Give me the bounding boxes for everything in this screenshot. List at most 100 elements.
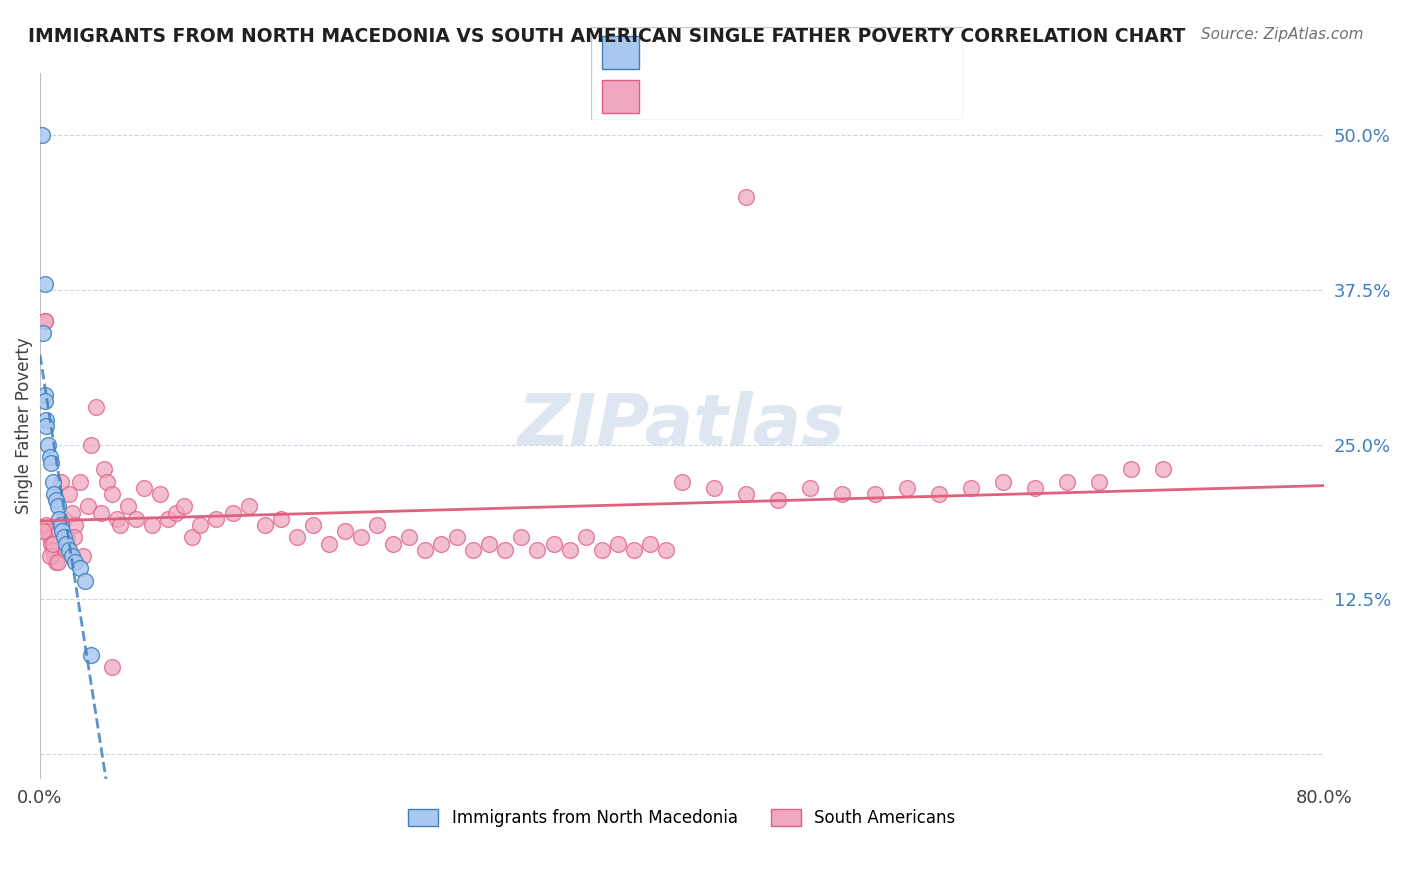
Point	[53, 530, 76, 544]
Point	[117, 500, 139, 514]
Point	[430, 536, 453, 550]
Point	[173, 500, 195, 514]
Point	[34, 277, 56, 291]
Point	[398, 530, 420, 544]
Point	[42, 475, 65, 489]
Point	[34, 388, 56, 402]
Point	[526, 542, 548, 557]
Point	[62, 530, 84, 544]
Point	[46, 555, 69, 569]
Point	[1088, 475, 1111, 489]
Text: R =: R =	[654, 87, 692, 105]
Point	[543, 536, 565, 550]
Point	[93, 462, 115, 476]
Point	[69, 561, 91, 575]
Point	[53, 512, 76, 526]
Point	[32, 524, 55, 539]
Point	[285, 530, 308, 544]
Point	[65, 518, 87, 533]
Point	[959, 481, 981, 495]
Point	[39, 456, 62, 470]
Point	[623, 542, 645, 557]
Point	[149, 487, 172, 501]
Point	[1152, 462, 1174, 476]
Point	[205, 512, 228, 526]
Point	[34, 394, 56, 409]
Point	[735, 487, 758, 501]
Point	[735, 190, 758, 204]
Point	[45, 555, 67, 569]
Point	[101, 660, 124, 674]
Point	[84, 401, 107, 415]
Legend: Immigrants from North Macedonia, South Americans: Immigrants from North Macedonia, South A…	[402, 803, 962, 834]
Text: IMMIGRANTS FROM NORTH MACEDONIA VS SOUTH AMERICAN SINGLE FATHER POVERTY CORRELAT: IMMIGRANTS FROM NORTH MACEDONIA VS SOUTH…	[28, 27, 1185, 45]
Point	[991, 475, 1014, 489]
Point	[655, 542, 678, 557]
Point	[77, 500, 100, 514]
Point	[1056, 475, 1078, 489]
Point	[896, 481, 918, 495]
Point	[165, 506, 187, 520]
Point	[463, 542, 485, 557]
Point	[301, 518, 323, 533]
Point	[1121, 462, 1143, 476]
Point	[333, 524, 356, 539]
Point	[105, 512, 128, 526]
Bar	[602, 36, 638, 69]
Point	[44, 487, 66, 501]
Point	[58, 487, 80, 501]
Text: 89: 89	[870, 87, 894, 105]
Point	[51, 524, 73, 539]
Point	[638, 536, 661, 550]
Point	[39, 536, 62, 550]
Point	[413, 542, 436, 557]
Point	[766, 493, 789, 508]
Point	[703, 481, 725, 495]
Point	[478, 536, 501, 550]
Point	[42, 542, 65, 557]
Text: 25: 25	[870, 44, 894, 62]
Point	[671, 475, 693, 489]
Point	[350, 530, 373, 544]
Point	[80, 648, 103, 662]
Point	[60, 549, 83, 563]
Point	[69, 475, 91, 489]
Point	[318, 536, 340, 550]
Point	[221, 506, 243, 520]
Point	[591, 542, 613, 557]
Point	[96, 475, 118, 489]
Point	[575, 530, 598, 544]
Point	[134, 481, 156, 495]
Text: -0.015: -0.015	[707, 44, 770, 62]
Point	[45, 493, 67, 508]
Point	[73, 574, 96, 588]
Point	[46, 500, 69, 514]
Point	[35, 419, 58, 434]
Point	[60, 506, 83, 520]
Point	[101, 487, 124, 501]
Point	[55, 536, 77, 550]
Point	[32, 326, 55, 340]
Point	[38, 549, 60, 563]
Point	[799, 481, 821, 495]
Point	[181, 530, 204, 544]
Text: 0.141: 0.141	[707, 87, 775, 105]
Text: R =: R =	[654, 44, 692, 62]
Point	[35, 413, 58, 427]
Y-axis label: Single Father Poverty: Single Father Poverty	[15, 337, 32, 515]
Point	[831, 487, 853, 501]
Point	[42, 536, 65, 550]
Point	[49, 475, 72, 489]
Point	[34, 314, 56, 328]
Point	[38, 450, 60, 464]
Point	[48, 524, 70, 539]
Point	[366, 518, 388, 533]
Point	[141, 518, 163, 533]
Point	[80, 437, 103, 451]
Point	[190, 518, 212, 533]
Point	[108, 518, 131, 533]
Point	[58, 542, 80, 557]
Point	[49, 518, 72, 533]
Point	[238, 500, 260, 514]
Point	[35, 518, 58, 533]
